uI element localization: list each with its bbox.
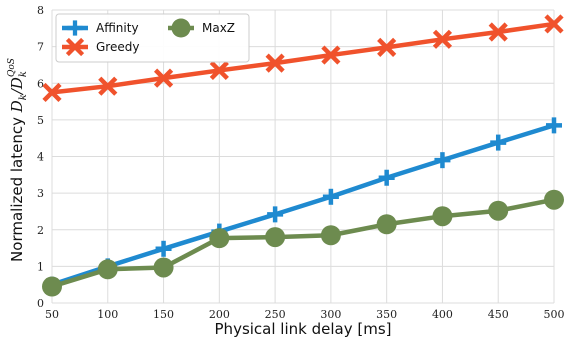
y-axis-label-math-base2: D xyxy=(8,77,26,90)
y-axis-label-math-sep: / xyxy=(8,87,26,96)
series-maxz xyxy=(42,189,564,297)
x-tick-label: 300 xyxy=(320,308,341,321)
data-point xyxy=(153,257,174,278)
y-tick-label: 7 xyxy=(37,41,44,54)
x-axis-ticks: 50 100 150 200 250 300 350 400 450 500 xyxy=(45,308,565,321)
data-point xyxy=(546,117,562,134)
data-point xyxy=(490,134,507,151)
data-point xyxy=(322,188,339,205)
data-point xyxy=(376,214,397,235)
series-line xyxy=(51,123,555,287)
legend: Affinity Greedy MaxZ xyxy=(55,13,250,63)
x-tick-label: 200 xyxy=(209,308,230,321)
y-tick-label: 5 xyxy=(37,114,44,127)
data-point xyxy=(544,14,564,34)
y-axis-ticks: 0 1 2 3 4 5 6 7 8 xyxy=(37,4,44,310)
y-tick-label: 2 xyxy=(37,224,44,237)
data-point xyxy=(432,206,453,227)
legend-entry: Greedy xyxy=(62,37,139,57)
legend-label: Affinity xyxy=(96,21,139,35)
data-point xyxy=(265,227,286,248)
data-point xyxy=(378,169,395,186)
data-point xyxy=(321,45,341,65)
data-point xyxy=(377,37,397,57)
x-tick-label: 450 xyxy=(488,308,509,321)
x-tick-label: 50 xyxy=(45,308,59,321)
data-point xyxy=(153,68,174,88)
data-point xyxy=(97,259,118,280)
y-axis-label-math-base: D xyxy=(8,100,26,113)
data-point xyxy=(42,276,62,297)
data-point xyxy=(155,240,172,257)
y-axis-label-math-sup2: QoS xyxy=(7,58,17,77)
x-tick-label: 500 xyxy=(544,308,565,321)
data-point xyxy=(209,228,230,249)
legend-label: Greedy xyxy=(96,40,139,54)
x-tick-label: 400 xyxy=(432,308,453,321)
data-point xyxy=(265,53,285,73)
legend-entry: Affinity xyxy=(62,20,139,36)
data-point xyxy=(488,200,509,221)
series-greedy xyxy=(42,14,564,102)
y-tick-label: 3 xyxy=(37,187,44,200)
x-tick-label: 350 xyxy=(376,308,397,321)
legend-box xyxy=(55,13,250,63)
y-axis-label: Normalized latency Dk/DkQoS xyxy=(7,58,29,262)
y-axis-label-math-sub: k xyxy=(18,94,29,100)
x-axis-label: Physical link delay [ms] xyxy=(215,320,392,338)
y-tick-label: 6 xyxy=(37,77,44,90)
data-point xyxy=(267,206,284,223)
series-group xyxy=(42,14,564,297)
series-line xyxy=(51,197,555,289)
y-tick-label: 0 xyxy=(37,297,44,310)
x-tick-label: 150 xyxy=(153,308,174,321)
legend-marker xyxy=(171,18,191,38)
x-tick-label: 100 xyxy=(97,308,118,321)
data-point xyxy=(488,22,508,42)
y-axis-label-text: Normalized latency xyxy=(8,112,26,262)
y-tick-label: 1 xyxy=(37,260,44,273)
data-point xyxy=(42,82,62,102)
legend-marker xyxy=(65,37,85,57)
data-point xyxy=(432,29,453,49)
legend-label: MaxZ xyxy=(202,21,235,35)
legend-marker xyxy=(67,20,83,36)
x-tick-label: 250 xyxy=(265,308,286,321)
data-point xyxy=(434,152,451,169)
legend-entry: MaxZ xyxy=(168,18,235,38)
data-point xyxy=(98,76,118,96)
y-tick-label: 8 xyxy=(37,4,44,17)
series-line xyxy=(51,21,555,95)
data-point xyxy=(209,60,229,81)
data-point xyxy=(320,225,341,246)
y-axis-label-math-sub2: k xyxy=(18,71,29,77)
y-tick-label: 4 xyxy=(37,151,44,164)
data-point xyxy=(544,189,564,210)
